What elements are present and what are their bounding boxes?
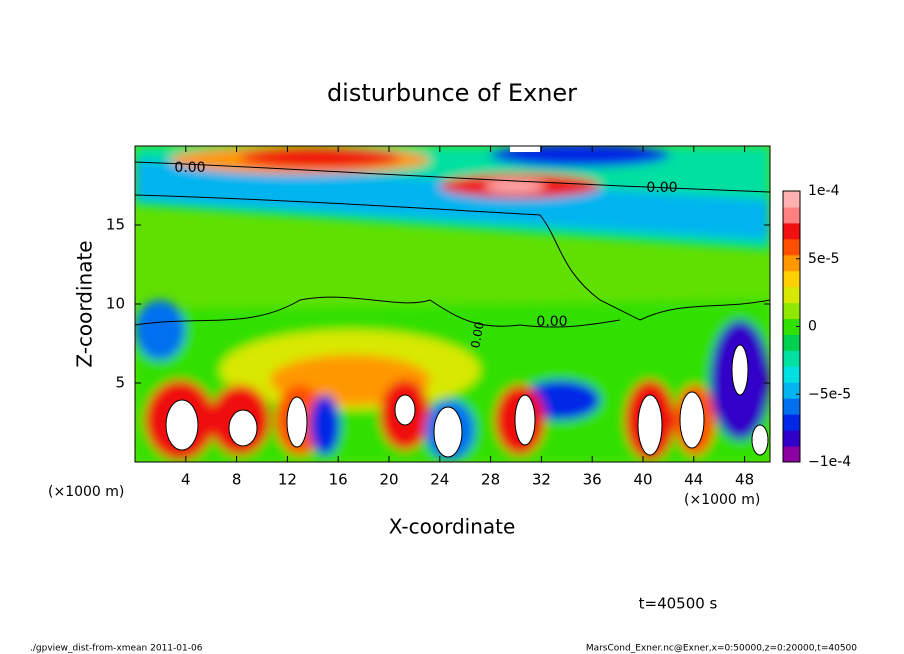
x-tick-label: 44 — [684, 471, 703, 489]
colorbar-cell — [783, 366, 800, 383]
y-tick-label: 5 — [115, 374, 125, 392]
footer-left: ./gpview_dist-from-xmean 2011-01-06 — [30, 644, 203, 654]
x-axis-label: X-coordinate — [389, 515, 516, 539]
colorbar-cell — [783, 382, 800, 399]
x-tick-label: 12 — [278, 471, 297, 489]
x-tick-label: 32 — [532, 471, 551, 489]
y-axis-label: Z-coordinate — [73, 240, 97, 367]
time-label: t=40500 s — [639, 595, 718, 613]
x-tick-label: 8 — [232, 471, 242, 489]
colorbar-tick-label: 5e-5 — [808, 251, 839, 267]
colorbar-cell — [783, 191, 800, 208]
y-tick-label: 15 — [106, 216, 125, 234]
colorbar-cell — [783, 222, 800, 240]
x-tick-label: 40 — [633, 471, 652, 489]
x-tick-label: 28 — [481, 471, 500, 489]
contour-label: 0.00 — [174, 160, 205, 176]
x-tick-label: 24 — [430, 471, 449, 489]
footer-right: MarsCond_Exner.nc@Exner,x=0:50000,z=0:20… — [586, 644, 857, 654]
colorbar-cell — [783, 238, 800, 256]
x-tick-label: 4 — [181, 471, 191, 489]
colorbar-cell — [783, 446, 800, 463]
contour-label: 0.00 — [536, 314, 567, 330]
colorbar-cell — [783, 286, 800, 304]
colorbar-cell — [783, 318, 800, 335]
colorbar-tick-label: 1e-4 — [808, 183, 840, 199]
colorbar-cell — [783, 302, 800, 320]
x-tick-label: 48 — [735, 471, 754, 489]
colorbar-cell — [783, 430, 800, 447]
colorbar-tick-label: 0 — [808, 319, 817, 335]
colorbar-cell — [783, 398, 800, 415]
chart-title: disturbunce of Exner — [327, 79, 577, 107]
colorbar-cell — [783, 270, 800, 288]
contour-label: 0.00 — [646, 180, 677, 196]
colorbar-tick-label: −1e-4 — [808, 454, 851, 470]
x-unit-label: (×1000 m) — [684, 492, 760, 508]
colorbar-cell — [783, 334, 800, 351]
x-unit-label: (×1000 m) — [48, 484, 124, 500]
colorbar-cell — [783, 254, 800, 272]
field — [135, 146, 770, 462]
colorbar-cell — [783, 206, 800, 224]
colorbar-tick-label: −5e-5 — [808, 386, 851, 402]
contour-label: 0.00 — [468, 321, 486, 350]
y-tick-label: 10 — [106, 295, 125, 313]
colorbar-cell — [783, 350, 800, 367]
colorbar-cell — [783, 414, 800, 431]
x-tick-label: 16 — [329, 471, 348, 489]
x-tick-label: 36 — [583, 471, 602, 489]
x-tick-label: 20 — [379, 471, 398, 489]
